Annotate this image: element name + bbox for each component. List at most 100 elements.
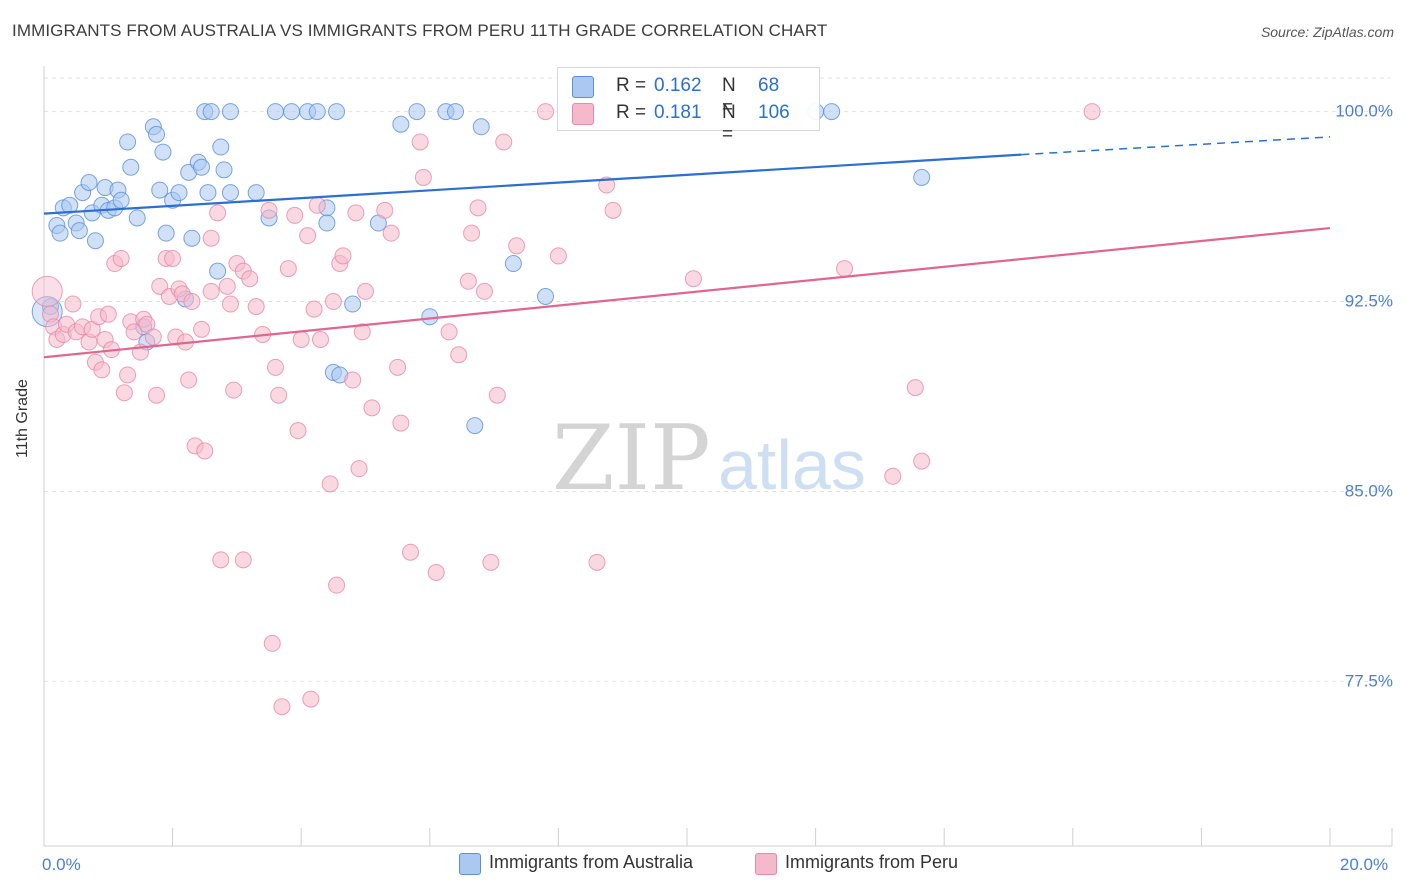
- peru-point: [263, 634, 281, 652]
- peru-trend-line: [43, 226, 1331, 359]
- australia-point: [247, 184, 265, 202]
- y-tick-label: 85.0%: [1345, 481, 1393, 500]
- australia-point: [193, 158, 211, 176]
- source-label: Source: ZipAtlas.com: [1260, 24, 1394, 40]
- peru-point: [604, 201, 622, 219]
- watermark: ZIP atlas: [552, 406, 866, 511]
- peru-point: [202, 229, 220, 247]
- peru-point: [99, 305, 117, 323]
- peru-point: [202, 282, 220, 300]
- peru-point: [270, 386, 288, 404]
- australia-point: [447, 103, 465, 121]
- australia-point: [344, 295, 362, 313]
- peru-point: [266, 358, 284, 376]
- legend-r-label: R =: [616, 75, 647, 96]
- peru-point: [183, 293, 201, 311]
- peru-point: [321, 475, 339, 493]
- australia-point: [466, 417, 484, 435]
- peru-point: [144, 328, 162, 346]
- australia-point: [154, 143, 172, 161]
- x-tick-label: 0.0%: [42, 855, 81, 874]
- peru-point: [247, 298, 265, 316]
- peru-point: [305, 300, 323, 318]
- peru-point: [112, 249, 130, 267]
- peru-point: [353, 323, 371, 341]
- peru-point: [148, 386, 166, 404]
- legend-n-label: N =: [722, 102, 736, 145]
- peru-point: [549, 247, 567, 265]
- australia-point: [202, 103, 220, 121]
- peru-point: [289, 422, 307, 440]
- peru-point: [411, 133, 429, 151]
- stats-legend: R = 0.162 N = 68 R = 0.181 N = 106: [557, 67, 820, 145]
- australia-point: [221, 103, 239, 121]
- chart-title: IMMIGRANTS FROM AUSTRALIA VS IMMIGRANTS …: [12, 21, 828, 40]
- legend-n-australia: 68: [758, 75, 780, 96]
- peru-point: [218, 277, 236, 295]
- australia-point: [80, 173, 98, 191]
- australia-point: [151, 181, 169, 199]
- australia-trend-extension: [1021, 136, 1331, 156]
- peru-point: [164, 249, 182, 267]
- watermark-zip: ZIP: [552, 406, 711, 511]
- peru-point: [884, 467, 902, 485]
- peru-point: [311, 331, 329, 349]
- peru-point: [440, 323, 458, 341]
- legend-n-peru: 106: [758, 102, 790, 123]
- legend-n-label: N =: [722, 75, 736, 118]
- legend-swatch-peru: [572, 103, 594, 125]
- peru-point: [363, 399, 381, 417]
- peru-point: [427, 563, 445, 581]
- peru-point: [324, 293, 342, 311]
- peru-point: [212, 551, 230, 569]
- peru-point: [459, 272, 477, 290]
- peru-point: [475, 282, 493, 300]
- peru-point: [482, 553, 500, 571]
- legend-swatch-australia: [572, 76, 594, 98]
- australia-point: [199, 184, 217, 202]
- tick-labels: 100.0% 92.5% 85.0% 77.5% 0.0% 20.0%: [42, 102, 1393, 874]
- australia-point: [408, 103, 426, 121]
- peru-point: [115, 384, 133, 402]
- peru-point: [125, 323, 143, 341]
- australia-point: [157, 224, 175, 242]
- peru-point: [684, 270, 702, 288]
- peru-point: [392, 414, 410, 432]
- peru-point: [913, 452, 931, 470]
- peru-point: [347, 204, 365, 222]
- peru-point: [389, 358, 407, 376]
- bottom-label-peru: Immigrants from Peru: [785, 852, 959, 872]
- australia-point: [283, 103, 301, 121]
- y-axis-title: 11th Grade: [14, 379, 31, 458]
- australia-point: [209, 262, 227, 280]
- peru-point: [344, 371, 362, 389]
- australia-point: [122, 158, 140, 176]
- australia-point: [112, 191, 130, 209]
- peru-point: [225, 381, 243, 399]
- peru-point: [260, 201, 278, 219]
- australia-point: [537, 287, 555, 305]
- trend-lines: [43, 136, 1331, 359]
- australia-point: [392, 115, 410, 133]
- peru-point: [836, 260, 854, 278]
- peru-point: [279, 260, 297, 278]
- australia-point: [170, 184, 188, 202]
- peru-point: [334, 247, 352, 265]
- australia-point: [128, 209, 146, 227]
- australia-point: [119, 133, 137, 151]
- australia-point: [504, 255, 522, 273]
- watermark-atlas: atlas: [718, 426, 866, 504]
- peru-point: [350, 460, 368, 478]
- y-tick-label: 100.0%: [1335, 102, 1393, 121]
- australia-point: [215, 161, 233, 179]
- peru-point: [93, 361, 111, 379]
- australia-point: [70, 222, 88, 240]
- peru-point: [299, 227, 317, 245]
- gridlines: [44, 77, 1390, 682]
- australia-trend-line: [43, 153, 1022, 215]
- australia-point: [266, 103, 284, 121]
- australia-point: [221, 184, 239, 202]
- australia-points: [31, 103, 931, 435]
- australia-point: [328, 103, 346, 121]
- australia-point: [823, 103, 841, 121]
